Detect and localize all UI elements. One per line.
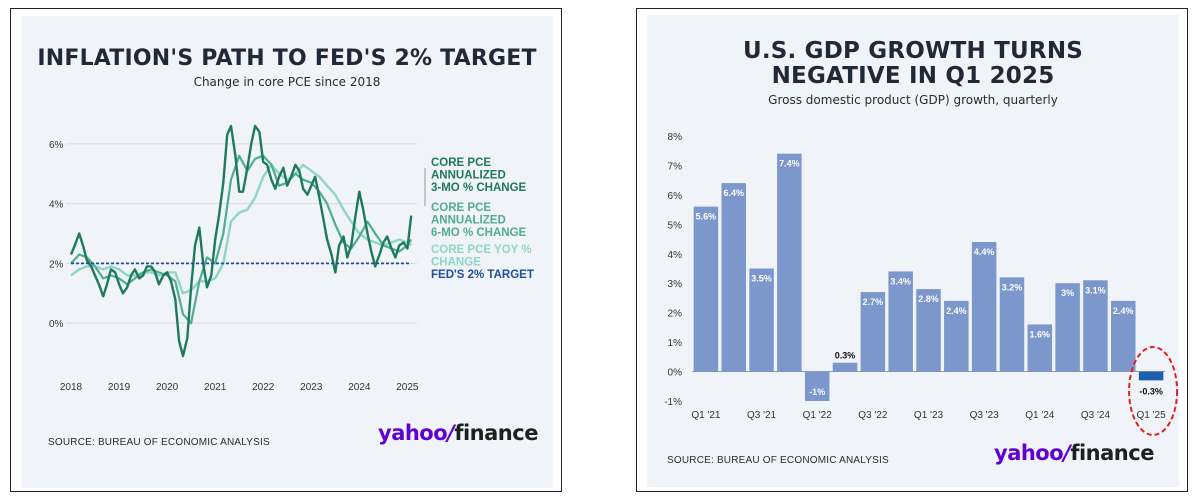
yahoo-finance-logo: yahoo/finance <box>378 421 538 445</box>
bar <box>721 183 746 372</box>
bar <box>944 300 969 372</box>
x-tick-label: 2025 <box>396 382 419 393</box>
inflation-line-chart: 0% 2% 4% 6% 2018 2019 2020 2021 2022 2023 2024 2025… <box>49 124 534 393</box>
series-line-yoy <box>70 163 412 295</box>
gdp-source: SOURCE: BUREAU OF ECONOMIC ANALYSIS <box>667 455 889 466</box>
data-label: 1.6% <box>1030 329 1051 339</box>
gdp-panel: U.S. GDP GROWTH TURNS NEGATIVE IN Q1 202… <box>636 8 1188 492</box>
bar <box>1111 300 1136 372</box>
data-label: 3.4% <box>890 276 911 286</box>
x-tick-label: 2022 <box>252 382 275 393</box>
inflation-title: INFLATION'S PATH TO FED'S 2% TARGET <box>37 46 537 71</box>
data-label: 6.4% <box>723 188 744 198</box>
inflation-card: INFLATION'S PATH TO FED'S 2% TARGET Chan… <box>21 16 553 488</box>
data-label: -1% <box>809 387 825 397</box>
x-tick-label: Q1 '23 <box>914 410 944 421</box>
bar <box>693 206 719 372</box>
series-label: CORE PCE ANNUALIZED 3-MO % CHANGE <box>431 157 527 194</box>
x-tick-label: 2023 <box>300 382 323 393</box>
x-tick-label: 2019 <box>108 382 131 393</box>
data-label: 3.5% <box>751 274 772 284</box>
x-tick-label: Q1 '25 <box>1137 410 1167 421</box>
x-tick-label: 2021 <box>204 382 227 393</box>
data-label: 2.4% <box>946 306 967 316</box>
bar <box>999 277 1025 372</box>
bar <box>749 268 774 372</box>
gdp-card: U.S. GDP GROWTH TURNS NEGATIVE IN Q1 202… <box>647 15 1179 487</box>
gdp-bar-chart: -1% 0% 1% 2% 3% 4% 5% 6% 7% 8% 5.6% Q1 '21 6.4% 3.5% Q… <box>664 132 1179 436</box>
y-tick-label: 0% <box>49 319 64 330</box>
gdp-title: U.S. GDP GROWTH TURNS NEGATIVE IN Q1 202… <box>647 39 1179 89</box>
data-label: 3% <box>1061 288 1074 298</box>
y-tick-label: 4% <box>49 200 64 211</box>
series-line-3mo <box>69 124 413 358</box>
bar <box>971 242 997 372</box>
y-tick-label: 2% <box>49 259 64 270</box>
data-label: 3.2% <box>1002 282 1023 292</box>
y-tick-label: 3% <box>668 279 683 290</box>
bar <box>777 153 802 372</box>
inflation-panel: INFLATION'S PATH TO FED'S 2% TARGET Chan… <box>10 8 562 492</box>
data-label: 7.4% <box>779 159 800 169</box>
series-label: FED'S 2% TARGET <box>431 269 534 281</box>
x-tick-label: Q1 '22 <box>803 410 833 421</box>
y-tick-label: 4% <box>668 250 683 261</box>
x-tick-label: Q1 '21 <box>691 410 721 421</box>
bar <box>916 289 941 372</box>
data-label: -0.3% <box>1139 386 1163 396</box>
bar <box>804 371 830 401</box>
x-tick-label: Q3 '21 <box>747 410 777 421</box>
bar <box>888 271 913 372</box>
series-line-6mo <box>70 154 413 325</box>
y-tick-label: 5% <box>668 220 683 231</box>
bar <box>1138 371 1164 381</box>
y-tick-label: 2% <box>668 309 683 320</box>
y-tick-label: 1% <box>668 338 683 349</box>
bar <box>1027 324 1053 372</box>
inflation-source: SOURCE: BUREAU OF ECONOMIC ANALYSIS <box>48 437 270 448</box>
x-tick-label: Q3 '24 <box>1081 410 1111 421</box>
y-tick-label: 6% <box>668 191 683 202</box>
gdp-title-line1: U.S. GDP GROWTH TURNS <box>742 38 1084 64</box>
bar <box>832 362 858 372</box>
x-tick-label: 2018 <box>60 382 83 393</box>
x-tick-label: Q3 '23 <box>970 410 1000 421</box>
data-label: 4.4% <box>974 247 995 257</box>
x-tick-label: Q1 '24 <box>1025 410 1055 421</box>
gdp-subtitle: Gross domestic product (GDP) growth, qua… <box>768 93 1058 107</box>
highlight-circle <box>1128 346 1179 436</box>
data-label: 2.7% <box>863 297 884 307</box>
data-label: 5.6% <box>696 212 717 222</box>
x-tick-label: 2020 <box>156 382 179 393</box>
bar <box>1055 283 1080 372</box>
y-tick-label: 7% <box>668 161 683 172</box>
y-tick-label: 6% <box>49 140 64 151</box>
x-tick-label: Q3 '22 <box>858 410 888 421</box>
bar <box>860 292 886 372</box>
gdp-title-line2: NEGATIVE IN Q1 2025 <box>771 63 1055 89</box>
data-label: 0.3% <box>835 351 856 361</box>
x-tick-label: 2024 <box>348 382 371 393</box>
data-label: 2.8% <box>918 294 939 304</box>
y-tick-label: 8% <box>668 132 683 143</box>
series-label: CORE PCE YOY % CHANGE <box>431 244 532 269</box>
bar <box>1083 280 1108 372</box>
data-label: 3.1% <box>1085 285 1106 295</box>
y-tick-label: 0% <box>668 368 683 379</box>
y-tick-label: -1% <box>664 397 682 408</box>
data-label: 2.4% <box>1113 306 1134 316</box>
series-label: CORE PCE ANNUALIZED 6-MO % CHANGE <box>431 202 527 239</box>
yahoo-finance-logo: yahoo/finance <box>994 441 1154 465</box>
inflation-subtitle: Change in core PCE since 2018 <box>193 75 381 89</box>
